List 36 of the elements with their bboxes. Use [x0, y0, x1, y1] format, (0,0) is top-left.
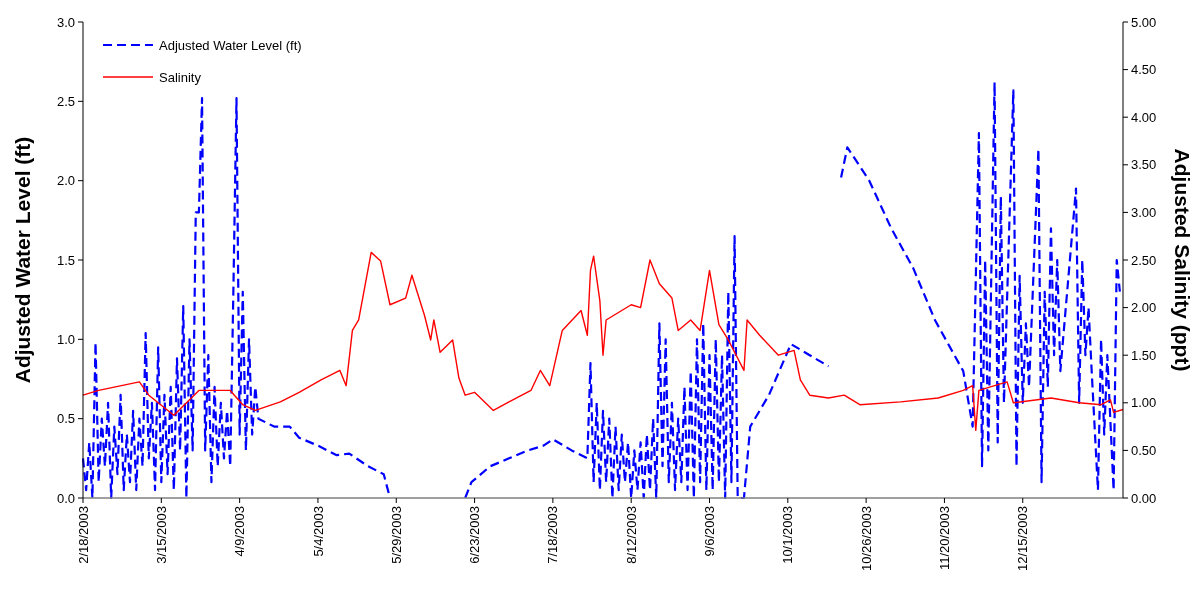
- y2-tick-label: 1.00: [1131, 395, 1157, 411]
- y2-tick-label: 0.50: [1131, 442, 1157, 458]
- y-tick-label: 3.0: [56, 14, 75, 30]
- x-tick-label: 5/29/2003: [388, 506, 404, 564]
- x-tick-label: 8/12/2003: [623, 506, 639, 564]
- x-tick-label: 12/15/2003: [1015, 506, 1031, 572]
- legend-label: Salinity: [159, 69, 202, 85]
- y2-tick-label: 2.00: [1131, 300, 1157, 316]
- x-tick-label: 6/23/2003: [467, 506, 483, 564]
- y2-tick-label: 1.50: [1131, 347, 1157, 363]
- legend-label: Adjusted Water Level (ft): [159, 37, 302, 53]
- x-tick-label: 11/20/2003: [937, 506, 952, 571]
- x-tick-label: 3/15/2003: [153, 506, 169, 564]
- y2-tick-label: 2.50: [1131, 252, 1157, 268]
- y-tick-label: 2.5: [56, 93, 75, 109]
- x-tick-label: 5/4/2003: [310, 506, 326, 557]
- y-tick-label: 2.0: [56, 173, 75, 189]
- line-series: [82, 251, 1124, 432]
- y-tick-label: 1.0: [56, 331, 75, 347]
- x-tick-label: 7/18/2003: [545, 506, 561, 564]
- x-tick-label: 10/1/2003: [780, 506, 796, 564]
- y-axis-title: Adjusted Water Level (ft): [11, 136, 34, 384]
- y2-tick-label: 5.00: [1131, 14, 1157, 30]
- y2-tick-label: 4.00: [1131, 109, 1157, 125]
- y-tick-label: 0.0: [56, 490, 75, 506]
- y2-tick-label: 3.50: [1131, 157, 1157, 173]
- y2-tick-label: 4.50: [1131, 62, 1157, 78]
- y2-axis-title: Adjusted Salinity (ppt): [1171, 148, 1193, 372]
- y-tick-label: 0.5: [56, 411, 75, 427]
- x-tick-label: 4/9/2003: [232, 506, 248, 557]
- y2-tick-label: 3.00: [1131, 204, 1157, 220]
- x-tick-label: 2/18/2003: [75, 506, 91, 564]
- y-tick-label: 1.5: [56, 252, 75, 268]
- x-tick-label: 9/6/2003: [702, 506, 718, 557]
- x-tick-label: 10/26/2003: [858, 506, 874, 572]
- y2-tick-label: 0.00: [1131, 490, 1157, 506]
